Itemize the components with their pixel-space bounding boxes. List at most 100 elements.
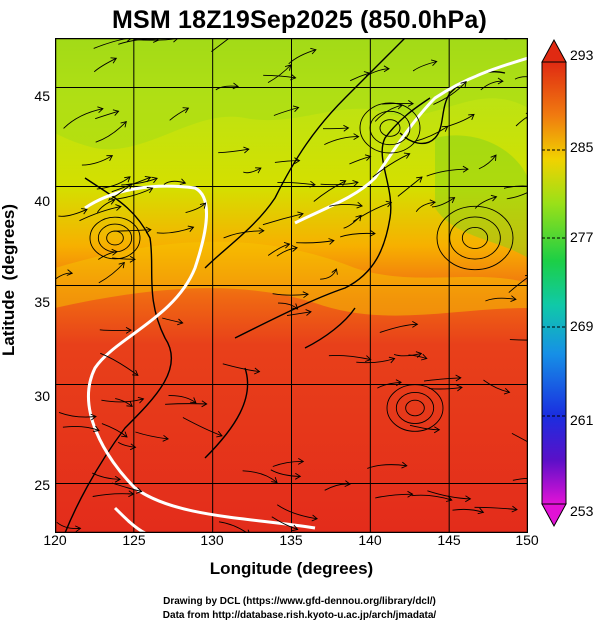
streamline xyxy=(112,257,136,260)
lon-tick: 120 xyxy=(43,532,67,548)
colorbar-bottom-arrow xyxy=(541,503,567,528)
streamline-arrow xyxy=(477,507,485,515)
lat-tick: 25 xyxy=(34,477,50,493)
streamline-arrow xyxy=(120,120,127,128)
colorbar-scale xyxy=(541,61,567,505)
colorbar-top-arrow xyxy=(541,38,567,63)
streamline-arrow xyxy=(201,400,208,408)
streamline-arrow xyxy=(216,430,223,438)
streamline xyxy=(168,395,197,404)
streamline-arrow xyxy=(179,178,187,185)
streamline-arrow xyxy=(407,490,414,498)
streamline-arrow xyxy=(433,426,441,434)
streamline xyxy=(101,423,128,438)
vortex-streamline xyxy=(97,223,133,253)
streamline xyxy=(372,153,410,178)
streamline xyxy=(296,240,334,244)
streamline-arrow xyxy=(365,355,372,362)
streamline-arrow xyxy=(199,202,207,209)
streamline xyxy=(480,80,503,91)
streamline xyxy=(242,470,278,483)
streamline-arrow xyxy=(310,47,317,55)
streamline-arrow xyxy=(126,400,133,407)
streamline xyxy=(101,398,144,403)
streamline xyxy=(98,262,125,284)
streamline xyxy=(163,180,186,185)
streamline-arrow xyxy=(352,179,359,187)
streamline-arrow xyxy=(110,57,118,64)
streamline xyxy=(393,352,422,357)
streamline-arrow xyxy=(290,73,297,81)
streamline-arrow xyxy=(93,425,100,432)
streamline xyxy=(56,521,81,529)
streamline xyxy=(328,355,371,361)
streamline-arrow xyxy=(497,77,504,85)
streamline xyxy=(352,202,392,222)
streamline-arrow xyxy=(190,397,197,404)
streamline-arrow xyxy=(291,524,299,532)
streamline-arrow xyxy=(455,374,462,382)
streamline-arrow xyxy=(407,100,414,107)
streamline xyxy=(218,521,249,533)
streamline-arrow xyxy=(490,154,497,161)
streamline xyxy=(320,268,337,280)
streamline xyxy=(276,504,318,520)
streamline xyxy=(447,114,475,127)
streamline xyxy=(313,180,346,202)
streamline-arrow xyxy=(129,255,136,263)
streamline-arrow xyxy=(412,321,419,328)
streamline xyxy=(96,199,115,213)
streamline-arrow xyxy=(144,175,152,183)
streamline xyxy=(165,403,207,405)
streamline-arrow xyxy=(456,384,463,392)
streamline xyxy=(377,381,402,389)
streamline xyxy=(93,57,117,73)
streamline-arrow xyxy=(511,505,518,513)
streamline-arrow xyxy=(356,201,363,209)
streamline-arrow xyxy=(145,226,152,234)
credit-line: Drawing by DCL (https://www.gfd-dennou.o… xyxy=(163,596,436,607)
streamline-arrow xyxy=(258,227,265,235)
streamline-arrow xyxy=(177,318,184,326)
streamline xyxy=(485,297,516,302)
lat-tick: 45 xyxy=(34,88,50,104)
streamline-arrow xyxy=(416,176,423,183)
streamline-arrow xyxy=(283,241,291,249)
streamline xyxy=(414,126,448,142)
streamline-arrow xyxy=(112,109,120,116)
streamline xyxy=(431,197,455,208)
streamline-arrow xyxy=(490,194,498,202)
streamline xyxy=(277,302,298,310)
streamline-arrow xyxy=(75,525,82,533)
streamline xyxy=(95,110,119,120)
streamline xyxy=(426,168,469,177)
streamline-arrow xyxy=(415,351,423,358)
credit-line: Data from http://database.rish.kyoto-u.a… xyxy=(162,610,437,621)
streamline-arrow xyxy=(294,472,302,480)
vortex-streamline xyxy=(379,119,401,137)
streamline xyxy=(350,72,370,82)
vortex-streamline xyxy=(436,205,514,271)
streamline xyxy=(81,155,113,166)
colorbar xyxy=(540,38,568,533)
streamline xyxy=(270,469,301,477)
streamline-arrow xyxy=(297,458,305,465)
streamline xyxy=(288,49,317,65)
streamline xyxy=(277,182,316,186)
streamline xyxy=(320,181,359,186)
streamline-arrow xyxy=(130,443,137,451)
streamline xyxy=(111,482,142,492)
streamline xyxy=(349,155,371,165)
streamline xyxy=(273,107,299,116)
streamline xyxy=(162,317,183,324)
streamline xyxy=(514,76,528,80)
streamline-arrow xyxy=(353,133,360,140)
streamline-arrow xyxy=(388,356,396,364)
streamline xyxy=(324,483,351,491)
streamline-arrow xyxy=(182,107,190,114)
streamline-arrow xyxy=(369,229,376,237)
streamline xyxy=(63,108,103,129)
streamline-arrow xyxy=(503,387,511,395)
lon-tick: 130 xyxy=(200,532,224,548)
streamline-arrow xyxy=(363,71,371,78)
